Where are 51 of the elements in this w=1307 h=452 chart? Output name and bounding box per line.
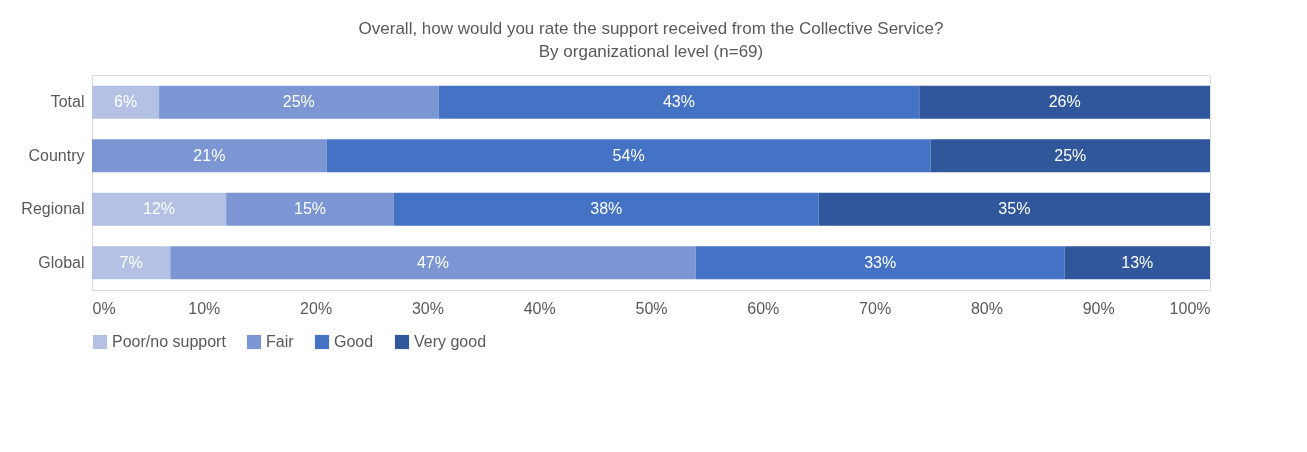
bar xyxy=(226,192,394,226)
bar xyxy=(92,85,160,119)
legend-label: Good xyxy=(334,333,374,350)
bar xyxy=(438,85,920,119)
bar xyxy=(695,246,1065,280)
data-label: 25% xyxy=(282,93,315,111)
legend-label: Poor/no support xyxy=(112,333,227,350)
bar xyxy=(326,139,931,173)
data-label: 43% xyxy=(662,93,695,111)
data-label: 6% xyxy=(113,93,138,111)
x-tick-label: 0% xyxy=(92,299,116,317)
data-label: 47% xyxy=(416,253,450,271)
data-label: 15% xyxy=(293,200,327,218)
bar xyxy=(159,85,439,119)
bar xyxy=(92,139,327,173)
data-label: 33% xyxy=(864,253,897,271)
y-tick-label: Global xyxy=(38,253,85,271)
x-tick-label: 70% xyxy=(859,299,892,317)
x-tick-label: 20% xyxy=(300,299,333,317)
data-label: 21% xyxy=(193,146,226,164)
x-tick-label: 90% xyxy=(1082,299,1115,317)
data-label: 26% xyxy=(1048,93,1081,111)
bar xyxy=(393,192,819,226)
x-tick-label: 80% xyxy=(970,299,1003,317)
data-label: 7% xyxy=(119,253,143,271)
x-tick-label: 60% xyxy=(747,299,780,317)
x-tick-label: 50% xyxy=(635,299,668,317)
y-tick-label: Country xyxy=(28,146,85,164)
bar xyxy=(92,192,227,226)
legend-label: Fair xyxy=(266,333,295,350)
x-tick-label: 100% xyxy=(1169,299,1211,317)
data-label: 35% xyxy=(998,200,1031,218)
bar xyxy=(1064,246,1210,280)
data-label: 25% xyxy=(1054,146,1087,164)
bar xyxy=(818,192,1210,226)
data-label: 54% xyxy=(612,146,645,164)
legend-label: Very good xyxy=(414,333,487,350)
data-label: 12% xyxy=(143,200,176,218)
x-tick-label: 40% xyxy=(523,299,556,317)
x-tick-label: 30% xyxy=(411,299,444,317)
x-tick-label: 10% xyxy=(188,299,221,317)
data-label: 38% xyxy=(590,200,623,218)
chart-title: Overall, how would you rate the support received from the Collective Service? xyxy=(358,19,944,38)
data-label: 13% xyxy=(1121,253,1154,271)
chart-subtitle: By organizational level (n=69) xyxy=(538,42,764,61)
bar xyxy=(170,246,696,280)
bar xyxy=(92,246,171,280)
bar xyxy=(919,85,1210,119)
y-tick-label: Total xyxy=(50,93,85,111)
y-tick-label: Regional xyxy=(21,200,85,218)
bar xyxy=(930,139,1210,173)
